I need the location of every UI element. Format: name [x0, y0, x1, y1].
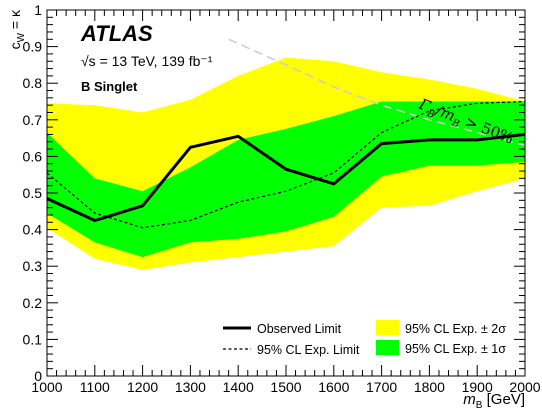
x-tick-label: 1000: [31, 379, 62, 395]
y-tick-label: 0.5: [23, 185, 43, 201]
x-tick-label: 1800: [414, 379, 445, 395]
x-tick-label: 1300: [175, 379, 206, 395]
y-tick-label: 0.3: [23, 258, 43, 274]
legend: Observed Limit 95% CL Exp. Limit 95% CL Ex…: [223, 320, 506, 357]
legend-2sigma-label: 95% CL Exp. ± 2σ: [405, 322, 506, 336]
legend-expected-label: 95% CL Exp. Limit: [257, 343, 360, 357]
legend-2sigma-swatch: [376, 320, 399, 335]
x-tick-label: 1100: [80, 379, 110, 395]
x-tick-label: 1900: [462, 379, 493, 395]
y-axis-label: cW = κ: [7, 9, 27, 49]
energy-lumi-label: √s = 13 TeV, 139 fb⁻¹: [81, 53, 213, 69]
y-tick-label: 0.4: [23, 222, 43, 238]
y-tick-label: 0: [34, 368, 42, 384]
x-tick-label: 1700: [366, 379, 397, 395]
observed-limit-line: [46, 132, 526, 223]
width-limit-curve: [228, 38, 526, 147]
y-tick-label: 0.1: [23, 331, 43, 347]
x-tick-label: 1200: [127, 379, 158, 395]
y-tick-label: 0.8: [23, 75, 43, 91]
x-tick-label: 2000: [509, 379, 540, 395]
axes-layer: 1000 1100 1200 1300 1400 1500 1600 1700 1800 1900…: [7, 2, 541, 411]
y-tick-label: 0.6: [23, 148, 43, 164]
x-tick-label: 1500: [270, 379, 301, 395]
expected-limit-line: [46, 100, 526, 229]
y-tick-label: 1: [34, 2, 42, 18]
y-tick-label: 0.9: [23, 39, 43, 55]
legend-1sigma-label: 95% CL Exp. ± 1σ: [405, 342, 506, 356]
x-axis-label: mB [GeV]: [463, 391, 525, 411]
x-tick-label: 1600: [318, 379, 349, 395]
y-tick-label: 0.2: [23, 295, 43, 311]
experiment-label: ATLAS: [80, 21, 153, 46]
legend-1sigma-swatch: [376, 340, 399, 355]
legend-observed-label: Observed Limit: [257, 322, 342, 336]
labels-layer: ATLAS √s = 13 TeV, 139 fb⁻¹ B Singlet: [80, 21, 213, 94]
x-tick-label: 1400: [223, 379, 254, 395]
y-tick-label: 0.7: [23, 112, 43, 128]
model-label: B Singlet: [81, 79, 138, 94]
